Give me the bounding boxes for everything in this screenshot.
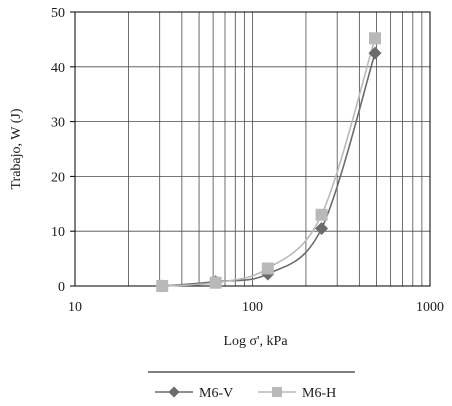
series-m6-h bbox=[162, 38, 376, 287]
y-axis-title: Trabajo, W (J) bbox=[9, 108, 24, 189]
series-markers-m6-v bbox=[155, 46, 382, 293]
data-point bbox=[156, 280, 169, 292]
x-tick-label: 1000 bbox=[416, 300, 444, 315]
series-line bbox=[162, 38, 376, 287]
grid bbox=[75, 12, 430, 286]
legend-items: M6-V M6-H bbox=[155, 386, 336, 401]
series-markers-m6-h bbox=[156, 32, 382, 292]
data-point bbox=[315, 208, 328, 221]
data-point bbox=[261, 262, 274, 275]
y-tick-label: 0 bbox=[58, 280, 65, 295]
series-layer bbox=[155, 32, 382, 293]
x-tick-label: 100 bbox=[242, 300, 263, 315]
legend-entry: M6-V bbox=[155, 386, 233, 401]
series-m6-v bbox=[162, 52, 376, 287]
x-tick-label: 10 bbox=[68, 300, 82, 315]
plot-frame bbox=[74, 11, 431, 287]
y-tick-label: 30 bbox=[51, 116, 65, 131]
legend-entry: M6-H bbox=[258, 386, 336, 401]
y-tick-label: 10 bbox=[51, 225, 65, 240]
legend-label: M6-H bbox=[302, 386, 336, 401]
legend-marker bbox=[272, 387, 282, 397]
data-point bbox=[315, 221, 329, 235]
y-tick-label: 50 bbox=[51, 6, 65, 21]
legend-label: M6-V bbox=[199, 386, 233, 401]
x-axis-title: Log σ', kPa bbox=[223, 334, 288, 349]
y-tick-label: 40 bbox=[51, 61, 65, 76]
data-point bbox=[368, 46, 382, 60]
data-point bbox=[369, 32, 382, 45]
y-tick-label: 20 bbox=[51, 170, 65, 185]
legend-marker bbox=[168, 386, 180, 398]
legend: M6-V M6-H bbox=[148, 371, 355, 401]
series-line bbox=[162, 52, 376, 287]
data-point bbox=[209, 276, 222, 289]
